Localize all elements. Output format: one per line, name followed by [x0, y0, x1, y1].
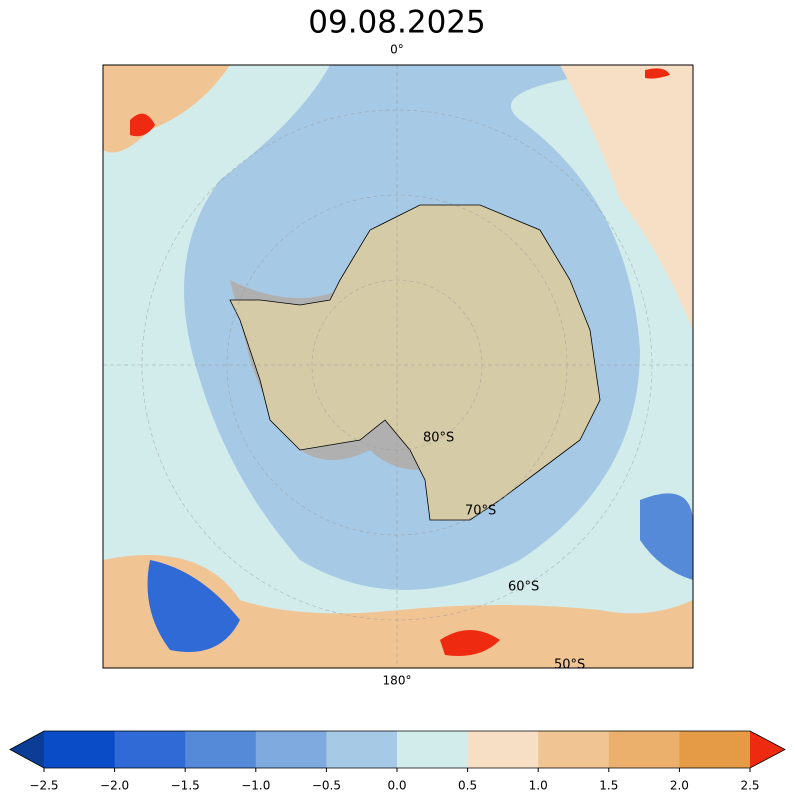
- colorbar-tick-label: 2.0: [670, 779, 689, 793]
- colorbar-tick-label: 1.5: [599, 779, 618, 793]
- ocean-region: [103, 555, 693, 668]
- colorbar-tick-label: −2.5: [29, 779, 58, 793]
- colorbar-bin: [44, 731, 116, 768]
- map-frame: [102, 64, 694, 669]
- colorbar-bin: [185, 731, 257, 768]
- colorbar-bin: [608, 731, 680, 768]
- colorbar-tick-label: 0.0: [387, 779, 406, 793]
- title: 09.08.2025: [308, 5, 486, 41]
- colorbar-bin: [538, 731, 610, 768]
- colorbar-bin: [255, 731, 327, 768]
- map: 0° 180° 80°S 70°S 60°S 50°S: [102, 43, 694, 688]
- colorbar-bin: [326, 731, 398, 768]
- continent: [229, 204, 601, 521]
- map-label: 80°S: [423, 431, 454, 446]
- map-label: 50°S: [554, 658, 585, 673]
- colorbar-bin: [114, 731, 186, 768]
- colorbar-tick-label: 0.5: [458, 779, 477, 793]
- colorbar-bin: [679, 731, 751, 768]
- ocean-region: [560, 65, 693, 330]
- colorbar-tick-label: −2.0: [100, 779, 129, 793]
- colorbar-tick-label: −0.5: [312, 779, 341, 793]
- colorbar-extend-high: [750, 731, 785, 768]
- colorbar-bin: [467, 731, 539, 768]
- colorbar-extend-low: [10, 731, 44, 768]
- map-label: 70°S: [465, 504, 496, 519]
- graticule: [103, 65, 693, 668]
- ocean-region: [147, 560, 240, 652]
- map-label: 0°: [390, 43, 404, 57]
- colorbar-tick-label: −1.0: [241, 779, 270, 793]
- map-label: 60°S: [508, 580, 539, 595]
- ocean-region: [103, 65, 693, 668]
- colorbar-tick-label: 2.5: [740, 779, 759, 793]
- map-label: 180°: [383, 674, 412, 688]
- colorbar-bin: [397, 731, 469, 768]
- colorbar-tick-label: 1.0: [529, 779, 548, 793]
- ocean-region: [640, 493, 693, 580]
- colorbar-tick-label: −1.5: [171, 779, 200, 793]
